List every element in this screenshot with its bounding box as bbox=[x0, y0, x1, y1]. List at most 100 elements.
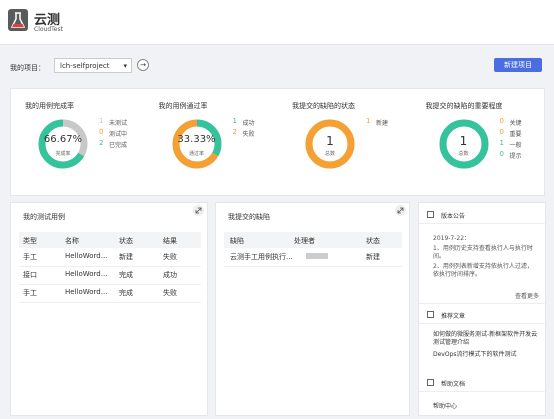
cell: HelloWord... bbox=[65, 270, 108, 278]
sidebar: 版本公告 2019-7-22： 1、用例历史支持查看执行人与执行时间。 2、用例列表新… bbox=[418, 202, 547, 416]
donut-label: 完成率 bbox=[55, 151, 71, 157]
legend-label: 成功 bbox=[242, 120, 255, 127]
row-line bbox=[19, 302, 201, 303]
table-header bbox=[19, 232, 201, 248]
legend-count: 1 bbox=[499, 139, 504, 147]
cell: 完成 bbox=[119, 289, 133, 297]
legend-label: 提示 bbox=[509, 153, 522, 160]
defects-panel: 我提交的缺陷 缺陷 处理者 状态云测手工用例执行... 新建 bbox=[215, 202, 410, 416]
cell: 手工 bbox=[23, 253, 37, 261]
cell: HelloWord... bbox=[65, 288, 108, 296]
stats-panel: 我的用例完成率 66.67% 完成率 1 未测试 0 测试中 2 已完成 我的用例通过率 33.33… bbox=[10, 88, 545, 196]
cell: 手工 bbox=[23, 289, 37, 297]
donut-arc bbox=[305, 119, 355, 169]
section-title: 帮助文档 bbox=[441, 381, 466, 388]
expand-icon bbox=[195, 207, 202, 214]
blurred-handler bbox=[306, 253, 328, 259]
announcement-line: 2、用例列表新增支持依执行人过滤，依执行时间排序。 bbox=[433, 263, 533, 278]
table-header bbox=[224, 232, 402, 248]
legend-label: 关键 bbox=[509, 120, 522, 127]
donut-value: 66.67% bbox=[43, 134, 83, 145]
legend-count: 1 bbox=[232, 117, 237, 125]
divider bbox=[419, 303, 547, 304]
cell: 云测手工用例执行... bbox=[230, 253, 293, 261]
section-icon bbox=[427, 311, 434, 318]
cell: 失败 bbox=[163, 253, 177, 261]
donut bbox=[439, 119, 488, 169]
column-header: 处理者 bbox=[294, 237, 315, 245]
section-icon bbox=[427, 379, 434, 386]
legend-label: 失败 bbox=[242, 131, 255, 138]
column-header: 状态 bbox=[366, 237, 380, 245]
divider bbox=[419, 223, 547, 224]
legend-count: 0 bbox=[499, 150, 504, 158]
cell: 新建 bbox=[119, 253, 133, 261]
app-title: 云测 bbox=[34, 13, 61, 28]
cell: 接口 bbox=[23, 271, 37, 279]
legend-label: 未测试 bbox=[109, 120, 128, 127]
donut-value: 1 bbox=[459, 134, 468, 148]
cell: 成功 bbox=[163, 271, 177, 279]
cell: HelloWord... bbox=[65, 252, 108, 260]
expand-button[interactable] bbox=[395, 205, 406, 216]
donut bbox=[305, 119, 355, 169]
donut-arc bbox=[439, 119, 488, 169]
section-icon bbox=[427, 211, 434, 218]
donut-value: 1 bbox=[326, 134, 334, 148]
donut-value: 33.33% bbox=[177, 134, 216, 145]
legend-label: 新建 bbox=[376, 120, 389, 127]
new-project-button[interactable]: 新建项目 bbox=[494, 58, 542, 72]
project-select[interactable]: lch-selfproject ▾ bbox=[54, 58, 132, 73]
divider bbox=[419, 323, 547, 324]
section-title: 版本公告 bbox=[441, 213, 466, 220]
announcement-date: 2019-7-22： bbox=[433, 235, 471, 242]
legend-count: 1 bbox=[366, 117, 371, 125]
legend-label: 已完成 bbox=[109, 142, 128, 149]
card-title: 我提交的缺陷的重要程度 bbox=[425, 102, 503, 110]
article-link[interactable]: DevOps流行模式下的软件测试 bbox=[433, 351, 517, 358]
legend-label: 重要 bbox=[509, 131, 522, 138]
article-link[interactable]: 如何做的微服务测试-新框架软件开发云测试管理介绍 bbox=[433, 331, 538, 346]
logo bbox=[8, 9, 28, 31]
legend-count: 1 bbox=[99, 117, 104, 125]
card-title: 我提交的缺陷的状态 bbox=[292, 102, 355, 110]
panel-title: 我的测试用例 bbox=[23, 213, 65, 221]
cell: 新建 bbox=[366, 253, 380, 261]
row-line bbox=[19, 266, 201, 267]
expand-button[interactable] bbox=[193, 205, 204, 216]
app-subtitle: CloudTest bbox=[34, 26, 63, 33]
legend-label: 测试中 bbox=[109, 131, 128, 138]
column-header: 结果 bbox=[163, 237, 177, 245]
donut-arc bbox=[38, 119, 88, 169]
project-name: lch-selfproject bbox=[60, 62, 110, 70]
go-button[interactable]: → bbox=[137, 59, 149, 71]
panel-title: 我提交的缺陷 bbox=[228, 213, 270, 221]
legend-count: 2 bbox=[232, 128, 237, 136]
legend-count: 0 bbox=[499, 128, 504, 136]
card-title: 我的用例通过率 bbox=[158, 102, 208, 110]
column-header: 名称 bbox=[65, 237, 79, 245]
test-cases-panel: 我的测试用例 类型 名称 状态 结果 手工 HelloWord... 新建 失败 接口 HelloW… bbox=[10, 202, 208, 416]
project-label: 我的项目： bbox=[10, 64, 45, 72]
donut-label: 总数 bbox=[324, 151, 335, 157]
donut bbox=[172, 119, 221, 169]
cell: 失败 bbox=[163, 289, 177, 297]
donut-label: 通过率 bbox=[188, 151, 204, 157]
legend-count: 2 bbox=[99, 139, 104, 147]
divider bbox=[419, 391, 547, 392]
row-line bbox=[19, 284, 201, 285]
row-line bbox=[224, 266, 402, 267]
legend-count: 0 bbox=[99, 128, 104, 136]
header: 云测 CloudTest bbox=[0, 0, 554, 45]
help-link[interactable]: 帮助中心 bbox=[433, 403, 458, 410]
donut bbox=[38, 119, 88, 169]
expand-icon bbox=[397, 207, 404, 214]
more-link[interactable]: 查看更多 bbox=[514, 293, 539, 300]
column-header: 缺陷 bbox=[230, 237, 244, 245]
legend-label: 一般 bbox=[509, 142, 522, 149]
card-title: 我的用例完成率 bbox=[25, 102, 74, 110]
legend-count: 0 bbox=[499, 117, 504, 125]
cell: 完成 bbox=[119, 271, 133, 279]
column-header: 类型 bbox=[23, 237, 37, 245]
